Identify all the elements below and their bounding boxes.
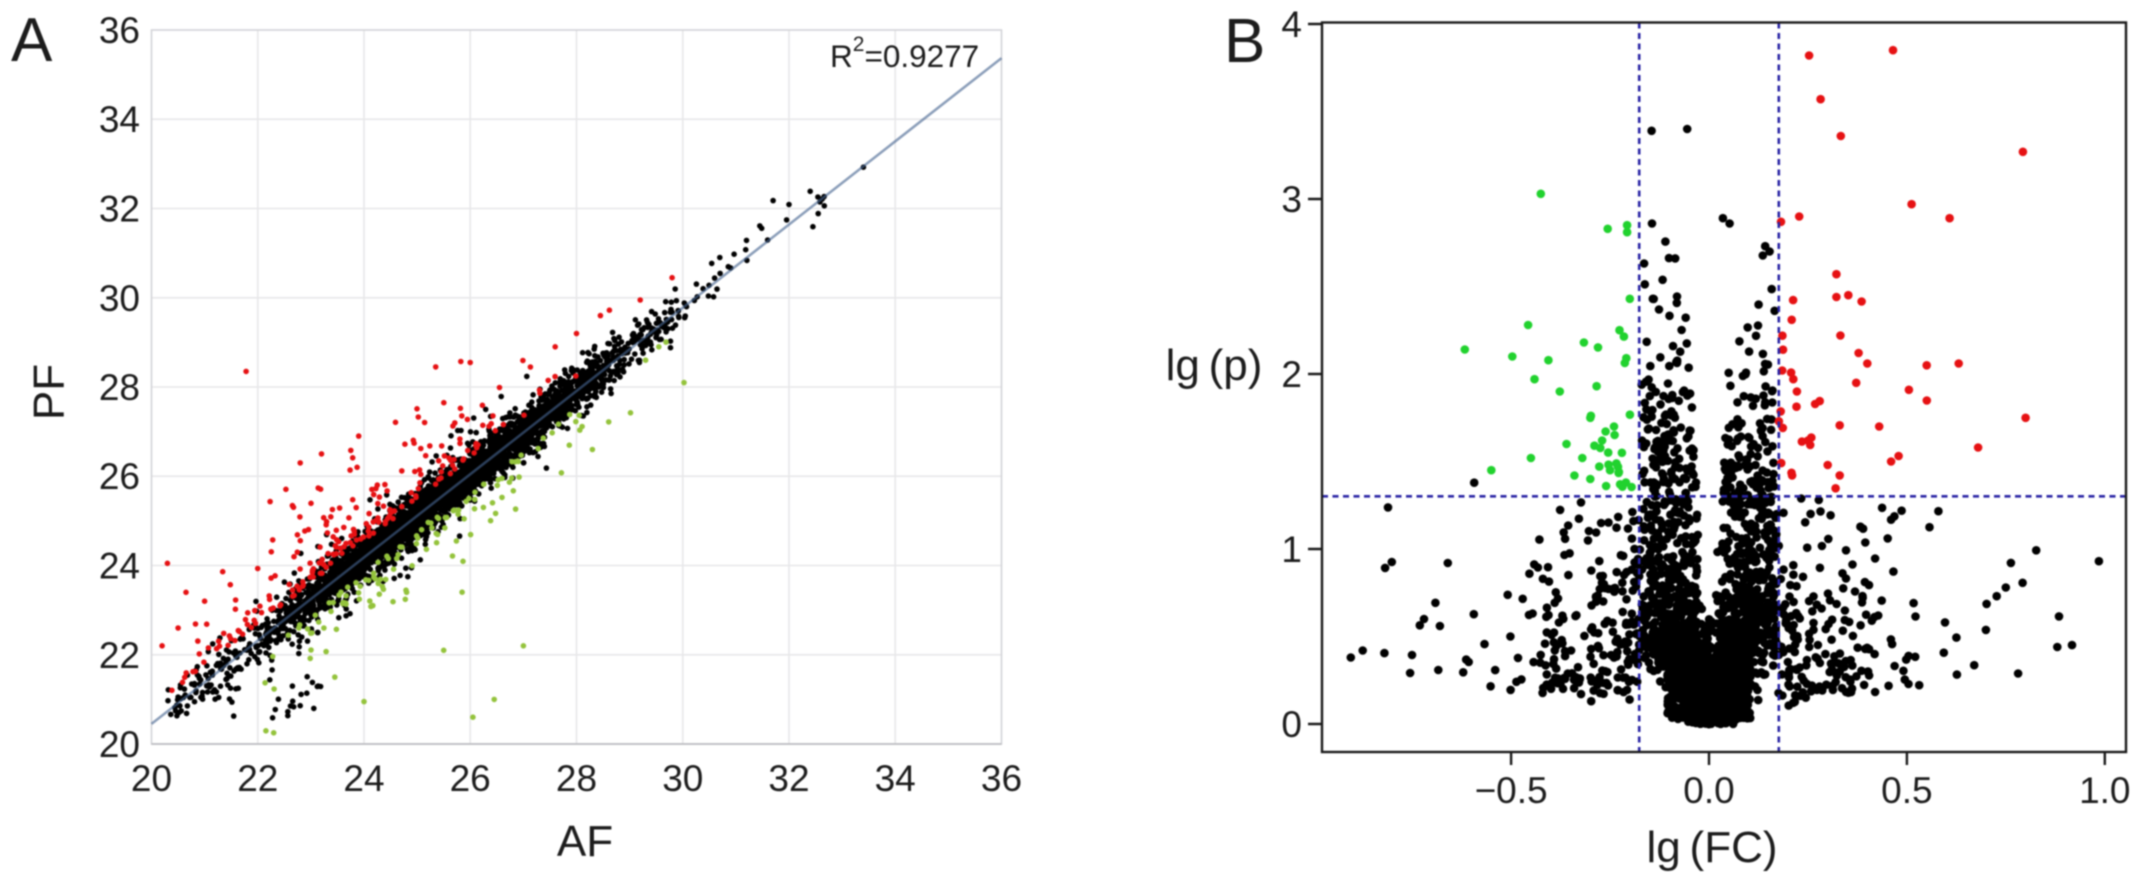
svg-text:28: 28: [556, 758, 597, 799]
svg-text:A: A: [11, 6, 53, 75]
svg-text:20: 20: [131, 758, 172, 799]
svg-text:32: 32: [99, 189, 140, 230]
svg-text:36: 36: [981, 758, 1022, 799]
svg-text:30: 30: [99, 278, 140, 319]
svg-text:36: 36: [99, 10, 140, 51]
svg-text:AF: AF: [557, 817, 613, 866]
svg-text:PF: PF: [25, 364, 74, 420]
svg-text:24: 24: [99, 546, 140, 587]
svg-text:22: 22: [99, 635, 140, 676]
svg-text:34: 34: [875, 758, 916, 799]
svg-text:32: 32: [768, 758, 809, 799]
svg-text:26: 26: [99, 456, 140, 497]
svg-text:28: 28: [99, 367, 140, 408]
svg-text:22: 22: [237, 758, 278, 799]
svg-text:24: 24: [343, 758, 384, 799]
svg-text:34: 34: [99, 99, 140, 140]
svg-text:20: 20: [99, 724, 140, 765]
svg-text:30: 30: [662, 758, 703, 799]
svg-text:R2=0.9277: R2=0.9277: [830, 33, 979, 74]
svg-text:26: 26: [450, 758, 491, 799]
